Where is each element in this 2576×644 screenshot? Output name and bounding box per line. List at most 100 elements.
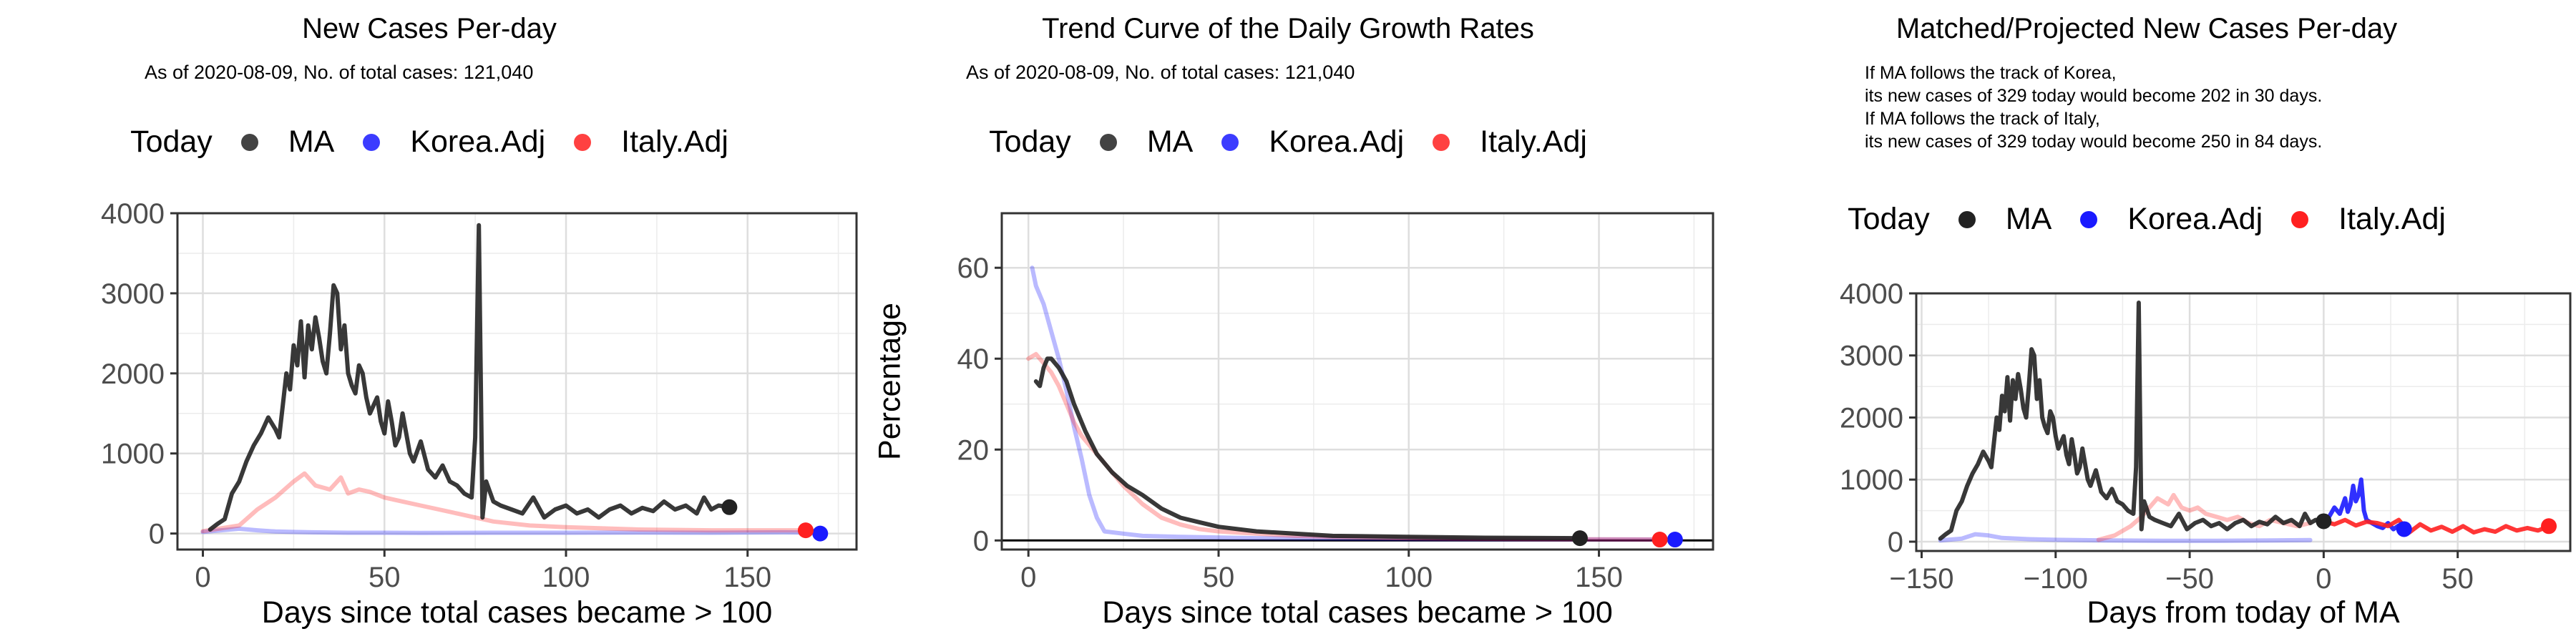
legend-label: Korea.Adj [2127, 202, 2263, 236]
legend-item-italy: Italy.Adj [2291, 202, 2446, 237]
panel-growth-rates: Trend Curve of the Daily Growth Rates As… [859, 0, 1717, 644]
y-tick-label: 60 [957, 253, 990, 284]
y-tick-label: 4000 [1840, 278, 1903, 310]
legend-title: Today [989, 125, 1071, 159]
plot-background [177, 213, 857, 550]
x-axis-title: Days from today of MA [2087, 595, 2400, 630]
note-line: its new cases of 329 today would become … [1865, 86, 2323, 106]
series-line-korea-adj [1938, 532, 2313, 543]
chart-plot: 0 50 100 150 0 20 40 60 Days since total cases b… [872, 212, 1714, 630]
y-tick-label: 4000 [101, 198, 165, 230]
y-tick-label: 40 [957, 343, 990, 375]
x-tick-label: 50 [2441, 563, 2474, 595]
chart-subtitle: As of 2020-08-09, No. of total cases: 12… [966, 62, 1355, 83]
legend-item-ma: MA [240, 125, 335, 160]
y-tick-label: 20 [957, 434, 990, 466]
projection-note: If MA follows the track of Korea, its ne… [1865, 62, 2322, 153]
plot-background [1002, 213, 1713, 550]
series-line-ma [1033, 356, 1582, 541]
legend-dot [363, 133, 381, 151]
legend-label: Korea.Adj [410, 125, 546, 159]
series-line-ma [208, 223, 732, 532]
today-marker-korea-adj [2396, 521, 2412, 537]
plot-background [1916, 293, 2570, 551]
legend-dot [2080, 210, 2098, 228]
today-marker-italy-adj [797, 522, 814, 539]
panel-projected-cases: Matched/Projected New Cases Per-day If M… [1717, 0, 2576, 644]
today-marker-ma [721, 499, 738, 515]
plot-border [1915, 292, 2572, 552]
x-axis-title: Days since total cases became > 100 [1102, 595, 1612, 630]
x-tick-label: −50 [2165, 563, 2214, 595]
today-marker-italy-adj [2541, 518, 2557, 535]
x-tick-label: 50 [1203, 562, 1235, 593]
plot-border [176, 212, 858, 551]
legend-dot [2291, 210, 2309, 228]
legend-title: Today [1848, 202, 1930, 236]
today-marker-italy-adj [1652, 532, 1668, 548]
chart-plot: 0 50 100 150 0 1000 2000 3000 4000 Days since tot… [101, 198, 858, 630]
legend-label: MA [288, 125, 335, 159]
note-line: its new cases of 329 today would become … [1865, 132, 2323, 152]
today-marker-korea-adj [1667, 532, 1683, 548]
legend: Today MA Korea.Adj Italy.Adj [0, 125, 859, 160]
chart-subtitle: As of 2020-08-09, No. of total cases: 12… [145, 62, 534, 83]
x-tick-label: 100 [1385, 562, 1433, 593]
x-tick-label: −150 [1889, 563, 1953, 595]
x-tick-label: 150 [723, 562, 771, 593]
series-line-italy-adj [200, 471, 808, 534]
x-tick-label: 150 [1575, 562, 1623, 593]
legend: Today MA Korea.Adj Italy.Adj [859, 125, 1717, 160]
series-line-korea-adj [200, 526, 816, 535]
legend-dot [1221, 133, 1239, 151]
y-tick-label: 1000 [1840, 464, 1903, 496]
y-tick-label: 0 [1888, 527, 1903, 558]
chart-title: New Cases Per-day [302, 13, 557, 44]
legend-dot [1958, 210, 1976, 228]
legend-title: Today [130, 125, 213, 159]
legend-label: Italy.Adj [621, 125, 728, 159]
legend-item-ma: MA [1958, 202, 2051, 237]
legend-item-korea: Korea.Adj [2080, 202, 2263, 237]
x-tick-label: 100 [542, 562, 590, 593]
y-tick-label: 2000 [1840, 402, 1903, 434]
legend-item-korea: Korea.Adj [363, 125, 545, 160]
note-line: If MA follows the track of Korea, [1865, 63, 2117, 83]
legend-label: Korea.Adj [1269, 125, 1405, 159]
x-tick-label: 0 [2316, 563, 2331, 595]
today-marker-korea-adj [812, 525, 829, 542]
legend: Today MA Korea.Adj Italy.Adj [1717, 202, 2576, 237]
legend-dot [240, 133, 258, 151]
y-tick-label: 0 [149, 519, 165, 550]
x-tick-label: 0 [1020, 562, 1036, 593]
y-tick-label: 2000 [101, 358, 165, 390]
y-tick-label: 3000 [101, 278, 165, 310]
panel-new-cases: New Cases Per-day As of 2020-08-09, No. … [0, 0, 859, 644]
y-axis-title: Percentage [872, 303, 907, 460]
note-line: If MA follows the track of Italy, [1865, 109, 2100, 129]
today-marker-ma [2316, 513, 2332, 530]
chart-title: Matched/Projected New Cases Per-day [1896, 13, 2398, 44]
x-tick-label: −100 [2024, 563, 2088, 595]
legend-dot [1099, 133, 1117, 151]
legend-label: MA [1146, 125, 1194, 159]
y-tick-label: 1000 [101, 439, 165, 470]
x-tick-label: 0 [195, 562, 210, 593]
legend-item-korea: Korea.Adj [1221, 125, 1404, 160]
x-tick-label: 50 [369, 562, 401, 593]
legend-item-italy: Italy.Adj [1433, 125, 1587, 160]
plot-border [1000, 212, 1714, 551]
today-marker-ma [1571, 530, 1588, 547]
legend-dot [574, 133, 592, 151]
legend-item-ma: MA [1099, 125, 1194, 160]
series-line-ma [1938, 301, 2326, 541]
legend-dot [1433, 133, 1450, 151]
series-line-italy-adj [2321, 517, 2551, 535]
x-axis-title: Days since total cases became > 100 [262, 595, 772, 630]
legend-label: Italy.Adj [1480, 125, 1587, 159]
y-tick-label: 0 [973, 525, 989, 557]
chart-title: Trend Curve of the Daily Growth Rates [1042, 13, 1534, 44]
legend-label: Italy.Adj [2338, 202, 2446, 236]
y-tick-label: 3000 [1840, 341, 1903, 372]
